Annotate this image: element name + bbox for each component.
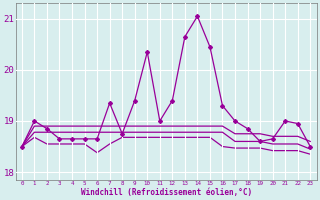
- X-axis label: Windchill (Refroidissement éolien,°C): Windchill (Refroidissement éolien,°C): [81, 188, 252, 197]
